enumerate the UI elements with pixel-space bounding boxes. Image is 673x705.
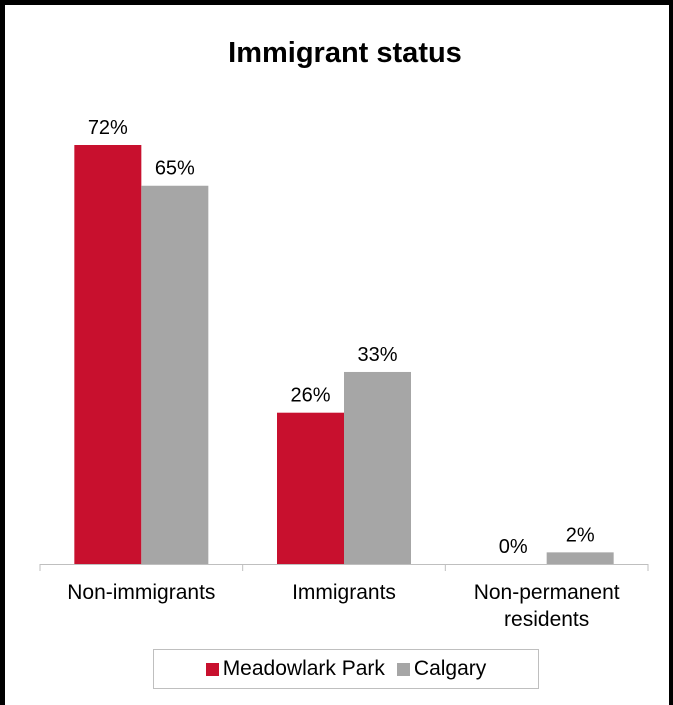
category-label-non-permanent-residents: Non-permanent residents bbox=[474, 581, 620, 631]
data-label-meadowlark-park-non-permanent-residents: 0% bbox=[499, 536, 528, 558]
category-label-non-immigrants: Non-immigrants bbox=[67, 581, 215, 604]
legend-label-meadowlark-park: Meadowlark Park bbox=[222, 657, 385, 680]
legend-item-meadowlark-park: Meadowlark Park bbox=[205, 657, 385, 681]
legend-item-calgary: Calgary bbox=[396, 657, 487, 681]
legend-swatch-calgary bbox=[396, 662, 410, 676]
data-label-calgary-non-immigrants: 65% bbox=[155, 158, 195, 180]
category-label-immigrants: Immigrants bbox=[292, 581, 396, 604]
bar-meadowlark-park-immigrants bbox=[277, 412, 344, 564]
legend-label-calgary: Calgary bbox=[413, 657, 487, 680]
legend-swatch-meadowlark-park bbox=[205, 662, 219, 676]
chart-title: Immigrant status bbox=[228, 37, 462, 69]
bar-calgary-immigrants bbox=[344, 371, 411, 564]
data-label-calgary-non-permanent-residents: 2% bbox=[566, 524, 595, 546]
bar-calgary-non-permanent-residents bbox=[546, 552, 614, 564]
data-label-meadowlark-park-non-immigrants: 72% bbox=[88, 117, 128, 139]
chart-legend: Meadowlark Park Calgary bbox=[153, 649, 539, 689]
data-label-calgary-immigrants: 33% bbox=[357, 344, 397, 366]
data-label-meadowlark-park-immigrants: 26% bbox=[290, 385, 330, 407]
bar-meadowlark-park-non-immigrants bbox=[74, 145, 142, 564]
bar-calgary-non-immigrants bbox=[141, 185, 209, 564]
